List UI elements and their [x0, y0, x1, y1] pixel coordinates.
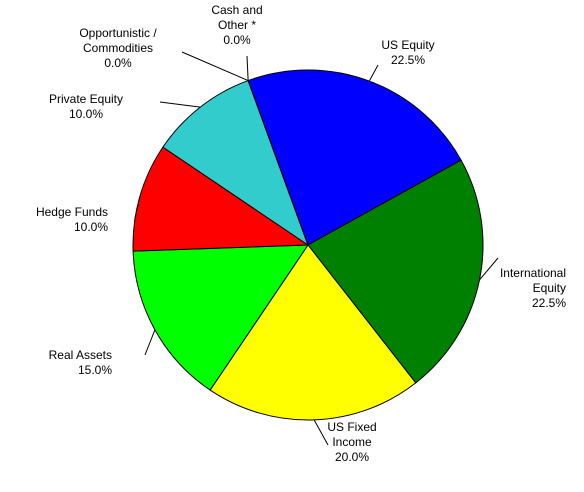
slice-value: 15.0% — [77, 363, 112, 377]
slice-value: 0.0% — [104, 56, 132, 70]
slice-value: 20.0% — [334, 450, 370, 464]
leader-line — [479, 257, 499, 281]
leader-line — [144, 329, 156, 356]
slice-name: US Fixed Income — [327, 420, 377, 449]
slice-name: Opportunistic / Commodities — [79, 26, 157, 55]
data-label: International Equity 22.5% — [500, 266, 566, 311]
data-label: Hedge Funds 10.0% — [36, 205, 108, 235]
data-label: Opportunistic / Commodities 0.0% — [79, 26, 156, 71]
pie-slice — [247, 69, 462, 246]
leader-line — [313, 419, 329, 446]
slice-value: 22.5% — [390, 53, 426, 67]
pie-slice — [307, 159, 484, 384]
data-label: US Fixed Income 20.0% — [327, 420, 376, 465]
slice-name: Cash and Other * — [211, 3, 263, 32]
slice-value: 22.5% — [531, 296, 566, 310]
pie-slice — [132, 146, 310, 252]
data-label: Private Equity 10.0% — [49, 92, 123, 122]
pie-slice — [132, 244, 309, 391]
data-label: Real Assets 15.0% — [49, 348, 112, 378]
slice-name: Private Equity — [48, 92, 124, 106]
leader-line — [159, 101, 201, 108]
slice-value: 10.0% — [68, 107, 104, 121]
slice-name: Hedge Funds — [35, 205, 108, 219]
leader-line — [134, 196, 141, 219]
slice-value: 0.0% — [223, 33, 251, 47]
leader-line — [368, 64, 379, 82]
leader-line — [246, 55, 249, 81]
slice-value: 10.0% — [73, 220, 108, 234]
leader-line — [181, 51, 249, 82]
slice-name: Real Assets — [48, 348, 112, 362]
data-label: Cash and Other * 0.0% — [211, 3, 262, 48]
slice-name: International Equity — [499, 266, 566, 295]
slice-name: US Equity — [381, 38, 435, 52]
data-label: US Equity 22.5% — [381, 38, 434, 68]
